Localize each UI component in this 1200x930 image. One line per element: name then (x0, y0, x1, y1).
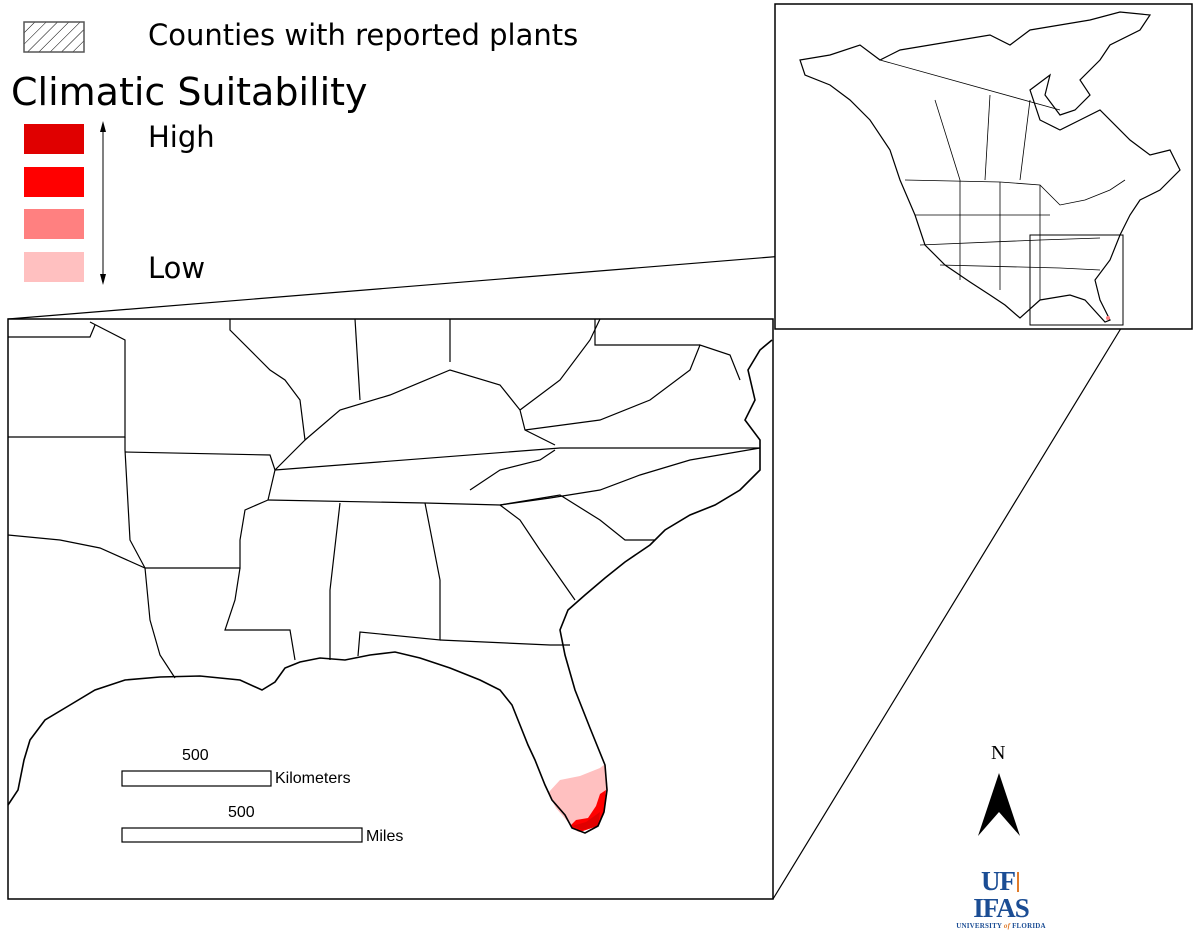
north-label: N (991, 742, 1006, 764)
ufifas-logo: UFIFAS UNIVERSITY of FLORIDA (955, 868, 1047, 930)
mi-scale-value: 500 (228, 804, 255, 821)
legend-low-label: Low (148, 251, 206, 285)
state-border (8, 324, 96, 338)
border-line (1019, 99, 1031, 181)
state-border (124, 319, 306, 472)
gradient-arrow (100, 121, 106, 285)
logo-subtitle-a: UNIVERSITY (956, 922, 1004, 930)
mi-scale-unit: Miles (366, 828, 404, 845)
hatch-swatch (23, 21, 85, 53)
state-border (469, 449, 556, 491)
suitability-highest-area (572, 812, 600, 830)
inset-suitability-marker (1106, 316, 1110, 320)
logo-subtitle-b: FLORIDA (1010, 922, 1046, 930)
border-line (984, 94, 991, 181)
logo-divider (1017, 872, 1019, 892)
main-map (7, 318, 774, 900)
logo-subtitle-of: of (1003, 922, 1011, 930)
state-border (304, 369, 556, 446)
border-line (934, 99, 961, 181)
state-border (524, 344, 741, 431)
hatch-legend-label: Counties with reported plants (148, 18, 579, 52)
coastline (7, 339, 773, 834)
legend-title: Climatic Suitability (11, 70, 368, 114)
state-border (499, 494, 655, 541)
border-line (879, 59, 1061, 111)
border-line (939, 264, 1101, 271)
swatch-highest (24, 124, 84, 154)
logo-subtitle: UNIVERSITY of FLORIDA (955, 922, 1047, 930)
km-scale-bar (121, 770, 272, 787)
connector-line-bottom (772, 324, 1124, 900)
logo-uf: UF (981, 866, 1016, 896)
state-border (8, 321, 126, 438)
swatch-lowest (24, 252, 84, 282)
north-arrow-icon (978, 773, 1020, 836)
km-scale-unit: Kilometers (275, 770, 351, 787)
state-border (267, 447, 761, 506)
north-america-outline (799, 11, 1181, 323)
state-border (329, 502, 341, 660)
km-scale-value: 500 (182, 747, 209, 764)
inset-map (774, 3, 1193, 330)
swatch-low (24, 209, 84, 239)
mi-scale-bar (121, 827, 363, 843)
swatch-high (24, 167, 84, 197)
state-border (439, 639, 570, 646)
state-border (224, 567, 296, 661)
state-border (354, 318, 361, 401)
state-border (594, 319, 700, 346)
state-border (274, 447, 760, 471)
state-border (499, 504, 576, 601)
logo-ifas: IFAS (973, 893, 1030, 923)
inset-extent-box (1029, 234, 1124, 326)
legend-high-label: High (148, 120, 215, 154)
